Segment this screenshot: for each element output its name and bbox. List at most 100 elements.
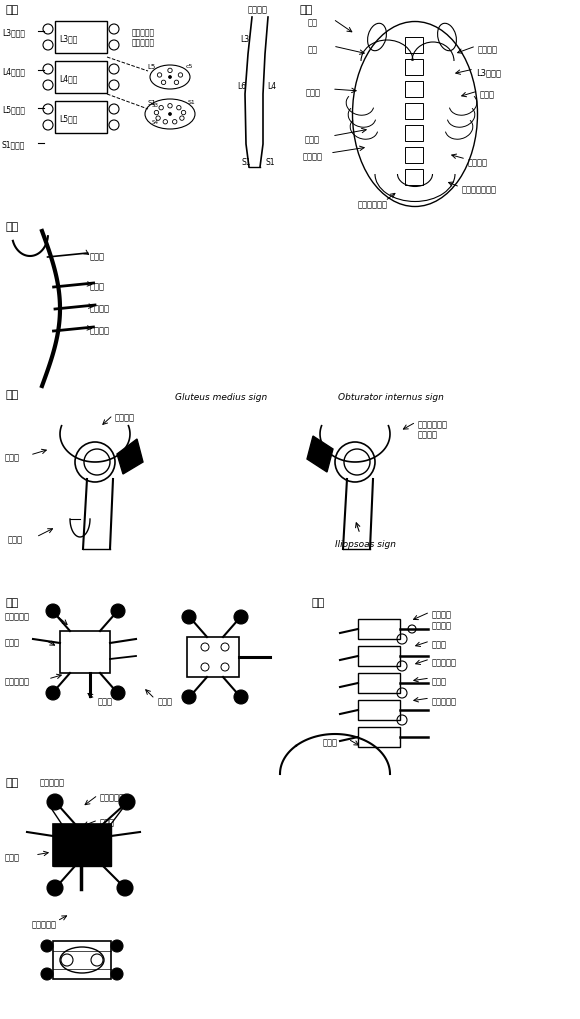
Text: L5推体: L5推体: [59, 114, 77, 123]
Text: 腹横筋: 腹横筋: [90, 281, 105, 290]
Circle shape: [41, 968, 53, 980]
Text: 横突起: 横突起: [5, 637, 20, 646]
Text: 側腹線: 側腹線: [90, 252, 105, 261]
Circle shape: [117, 880, 133, 896]
Text: L3: L3: [240, 35, 249, 44]
Text: 図７: 図７: [5, 777, 18, 788]
Text: S1: S1: [241, 158, 251, 167]
Text: L5神経根: L5神経根: [2, 105, 25, 114]
Text: L4: L4: [267, 82, 276, 91]
Circle shape: [234, 610, 248, 625]
Bar: [53, 942, 111, 979]
Text: 上関節突起: 上関節突起: [100, 792, 125, 801]
Text: 内閉鎖筋: 内閉鎖筋: [115, 413, 135, 422]
Bar: [405, 82, 423, 98]
Text: お尻の皮膚の皺: お尻の皮膚の皺: [462, 184, 497, 194]
Text: 肝臓: 肝臓: [308, 45, 318, 54]
Circle shape: [111, 941, 123, 952]
Text: 内閉鎖筋: 内閉鎖筋: [303, 152, 323, 161]
Circle shape: [111, 604, 125, 619]
Text: 図３: 図３: [5, 222, 18, 231]
Text: c5: c5: [186, 64, 193, 69]
Circle shape: [47, 880, 63, 896]
Text: 腎臓: 腎臓: [308, 18, 318, 26]
Text: 知覚神経: 知覚神経: [248, 5, 268, 14]
Text: Gluteus medius sign: Gluteus medius sign: [175, 392, 267, 401]
Text: 腸腰筋: 腸腰筋: [480, 90, 495, 99]
Polygon shape: [307, 436, 333, 473]
Text: L3神経根: L3神経根: [2, 28, 25, 37]
Bar: [187, 637, 239, 678]
Bar: [53, 824, 111, 866]
Bar: [358, 728, 400, 747]
Bar: [60, 632, 110, 674]
Text: 椎弓根: 椎弓根: [158, 696, 173, 705]
Bar: [358, 674, 400, 693]
Text: 神経の配列: 神経の配列: [132, 38, 155, 47]
Text: 大臀筋: 大臀筋: [305, 135, 320, 144]
Text: 腰方形筋: 腰方形筋: [478, 45, 498, 54]
Circle shape: [47, 794, 63, 810]
Circle shape: [169, 76, 172, 79]
Circle shape: [182, 610, 196, 625]
Circle shape: [182, 690, 196, 704]
Circle shape: [46, 604, 60, 619]
Text: 距離拡大: 距離拡大: [418, 430, 438, 438]
Text: S3: S3: [152, 103, 159, 108]
Circle shape: [41, 941, 53, 952]
Bar: [405, 170, 423, 185]
Text: 涙骨－骨頭間: 涙骨－骨頭間: [418, 420, 448, 429]
Text: 図１: 図１: [5, 5, 18, 15]
Bar: [55, 22, 107, 54]
Text: 棘突起: 棘突起: [98, 696, 113, 705]
Text: 下関節突起: 下関節突起: [5, 677, 30, 686]
Text: 上関節突起: 上関節突起: [5, 611, 30, 621]
Bar: [405, 148, 423, 164]
Text: 下関節突起: 下関節突起: [432, 696, 457, 705]
Circle shape: [119, 794, 135, 810]
Text: 側腹線: 側腹線: [306, 88, 321, 97]
Text: 図２: 図２: [300, 5, 313, 15]
Text: L3横突起: L3横突起: [476, 68, 501, 76]
Circle shape: [169, 113, 172, 116]
Text: L4推体: L4推体: [59, 74, 77, 83]
Bar: [405, 60, 423, 76]
Text: L6: L6: [237, 82, 246, 91]
Text: Iliopsoas sign: Iliopsoas sign: [335, 539, 396, 548]
Text: 膀胱頂部: 膀胱頂部: [468, 158, 488, 167]
Text: （血管）: （血管）: [432, 621, 452, 630]
Text: 図４: 図４: [5, 389, 18, 399]
Text: L4神経根: L4神経根: [2, 67, 25, 76]
Text: 外腹斜筋: 外腹斜筋: [90, 326, 110, 334]
Polygon shape: [53, 824, 111, 866]
Text: ハーン溝: ハーン溝: [432, 609, 452, 619]
Text: L3推体: L3推体: [59, 34, 77, 43]
Circle shape: [234, 690, 248, 704]
Text: 腸骨稜: 腸骨稜: [323, 738, 338, 746]
Text: S1: S1: [188, 100, 196, 105]
Bar: [405, 126, 423, 142]
Bar: [405, 104, 423, 120]
Text: 内腹斜筋: 内腹斜筋: [90, 304, 110, 313]
Text: 上関節突起: 上関節突起: [432, 657, 457, 666]
Polygon shape: [117, 439, 143, 475]
Bar: [358, 620, 400, 639]
Bar: [358, 646, 400, 666]
Text: 図５: 図５: [5, 597, 18, 607]
Text: 図６: 図６: [312, 597, 325, 607]
Text: 下関節突起: 下関節突起: [32, 919, 57, 928]
Text: 棘突起: 棘突起: [5, 852, 20, 861]
Text: Obturator internus sign: Obturator internus sign: [338, 392, 444, 401]
Circle shape: [111, 687, 125, 700]
Bar: [55, 102, 107, 133]
Text: 横突起: 横突起: [432, 677, 447, 686]
Text: 硬膜内馬尾: 硬膜内馬尾: [132, 28, 155, 37]
Text: L5: L5: [147, 64, 155, 70]
Text: 棘突起: 棘突起: [432, 639, 447, 648]
Bar: [405, 38, 423, 54]
Text: 椎体: 椎体: [92, 852, 102, 861]
Circle shape: [46, 687, 60, 700]
Bar: [55, 62, 107, 94]
Text: 脊椎分離部: 脊椎分離部: [40, 777, 65, 787]
Text: S1神経根: S1神経根: [2, 140, 26, 149]
